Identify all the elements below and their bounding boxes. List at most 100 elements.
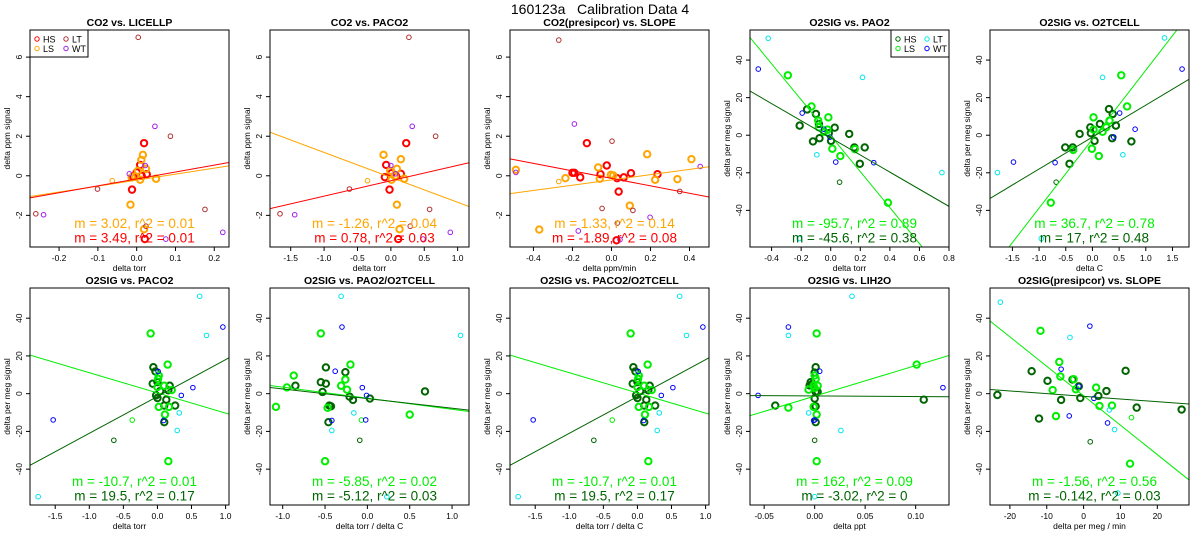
plot-frame [749,287,950,506]
fit-line-hs [510,357,709,466]
x-tick-label: -0.4 [764,253,779,263]
data-point-hs [1121,366,1130,376]
data-point-hs [149,363,158,372]
data-point-wt [799,110,805,116]
y-tick-label: -20 [734,425,744,438]
plot-frame [509,287,710,506]
data-point-ls [320,457,330,466]
data-point-hs [160,417,169,427]
data-point-ls [1122,102,1132,111]
y-tick-label: 0 [14,391,24,396]
data-point-ls [1055,357,1064,367]
y-tick-label: 2 [494,134,504,139]
data-point-lt [1161,35,1168,41]
x-tick-label: -1.0 [1032,253,1047,263]
fit-annotation: m = -1.89, r^2 = 0.08 [552,231,677,246]
data-point-wt [571,121,578,127]
y-tick-label: 0 [254,391,264,396]
fit-annotation: m = -1.56, r^2 = 0.56 [1032,474,1157,489]
plot-area [30,293,229,500]
data-point-hs [291,381,300,390]
data-point-wt [670,384,676,391]
data-point-lt [599,205,605,212]
y-tick-label: -40 [734,204,744,217]
x-tick-label: 0.2 [208,253,220,263]
y-tick-label: -40 [734,463,744,476]
y-tick-label: 0 [14,173,24,178]
data-point-hs [596,170,605,179]
x-tick-label: -0.1 [91,253,106,263]
y-axis-label: delta per meg signal [722,100,732,177]
data-point-lt [338,293,344,300]
panel-title: O2SIG vs. PAO2 [809,17,889,29]
data-point-ls [687,154,696,164]
plot-frame [989,287,1190,506]
data-point-lt [515,493,521,500]
panel-title: CO2(presipcor) vs. SLOPE [543,17,675,29]
data-point-ls [316,329,326,338]
legend-marker-lt [63,36,69,42]
data-point-ls [1069,374,1078,384]
data-point-wt [816,368,823,375]
data-point-hs [640,417,649,427]
x-tick-label: -1.0 [82,511,97,521]
x-tick-label: 0.5 [418,253,430,263]
data-point-ls [1036,326,1045,336]
x-tick-label: 0.0 [606,253,618,263]
data-point-ls [1128,414,1135,421]
data-point-wt [1104,420,1111,426]
y-tick-label: 20 [14,351,24,361]
data-point-lt [849,293,855,300]
data-point-wt [1087,323,1093,329]
x-tick-label: -0.2 [52,253,67,263]
x-tick-label: 0.5 [1113,253,1125,263]
data-point-hs [1065,159,1074,168]
data-point-lt [174,427,181,434]
data-point-wt [219,229,226,236]
y-tick-label: 6 [14,54,24,59]
x-tick-label: -1.5 [48,511,63,521]
data-point-hs [1043,376,1052,386]
data-point-ls [1098,127,1107,137]
fit-line-hs [270,162,469,210]
x-tick-label: 0.5 [186,511,198,521]
data-point-wt [1052,159,1058,166]
data-point-wt [420,236,426,242]
data-point-hs [420,387,430,396]
fit-annotation: m = 0.78, r^2 = 0.03 [314,231,434,246]
data-point-ls [673,174,682,184]
y-tick-label: 20 [974,351,984,361]
legend-label: WT [72,44,86,54]
data-point-ls [836,151,845,161]
x-tick-label: 0.2 [854,253,866,263]
y-tick-label: 0 [974,133,984,138]
scatter-panel: O2SIG(presipcor) vs. SLOPE-20 -10 0 10 20del… [962,275,1190,531]
scatter-panel: O2SIG vs. PACO2 -1.5 -1.0 -0.5 0.0 0.5 1.0 delt… [2,275,232,531]
data-point-ls [807,102,816,111]
y-axis-label: delta per meg signal [242,358,252,435]
data-point-ls [824,113,833,122]
panel-title: O2SIG vs. PAO2/O2TCELL [304,275,436,287]
plot-area [270,293,469,500]
fit-line-hs [30,162,229,199]
data-point-ls [634,402,644,412]
data-point-lt [796,235,803,242]
y-tick-label: 6 [494,54,504,59]
y-tick-label: 2 [254,134,264,139]
data-point-lt [351,410,357,416]
x-tick-label: 0.0 [385,253,397,263]
data-point-ls [137,155,146,165]
data-point-ls [561,173,570,183]
data-point-lt [176,410,183,416]
fit-line-ls [510,166,709,195]
data-point-ls [146,329,155,338]
x-tick-label: 0.00 [806,511,823,521]
data-point-wt [40,211,47,218]
data-point-lt [656,410,663,416]
data-point-lt [1106,407,1113,413]
data-point-ls [1069,145,1078,155]
data-point-wt [359,384,366,391]
data-point-ls [640,410,650,419]
y-tick-label: 4 [494,94,504,99]
x-axis-label: delta ppt [833,521,866,531]
